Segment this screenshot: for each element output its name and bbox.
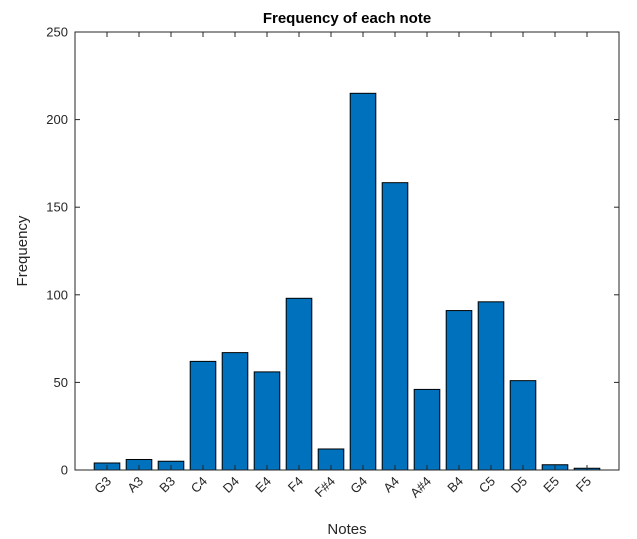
- bar-b4: [445, 310, 473, 471]
- y-tick-label: 250: [46, 25, 68, 40]
- x-tick-label: F4: [285, 474, 306, 495]
- bar-d4: [221, 352, 249, 471]
- x-tick-label: E4: [252, 474, 274, 496]
- x-tick-label: G4: [347, 474, 370, 497]
- x-tick-label: A3: [124, 474, 146, 496]
- x-tick-label: D5: [508, 474, 530, 496]
- chart-title: Frequency of each note: [263, 10, 431, 27]
- x-tick-label: F5: [573, 474, 594, 495]
- y-tick-label: 100: [46, 287, 68, 302]
- bar-a4: [381, 182, 409, 471]
- bar-c4: [189, 360, 217, 471]
- x-tick-label: G3: [91, 474, 114, 497]
- x-axis-label: Notes: [327, 521, 366, 538]
- bar-g4: [349, 92, 377, 471]
- axes-box: [74, 31, 620, 471]
- x-tick-label: A4: [380, 474, 402, 496]
- x-tick-label: B4: [444, 474, 466, 496]
- y-tick-label: 200: [46, 112, 68, 127]
- x-tick-label: F#4: [312, 474, 338, 500]
- bar-e4: [253, 371, 281, 471]
- bar-f4: [285, 297, 313, 471]
- bar-asharp4: [413, 388, 441, 471]
- x-tick-label: A#4: [407, 474, 434, 501]
- x-tick-label: E5: [540, 474, 562, 496]
- x-axis-ticks: G3 A3 B3 C4 D4 E4 F4 F#4 G4 A4 A#4 B4 C5 D5 E5 F5: [91, 32, 594, 500]
- bars-group: [93, 92, 601, 471]
- x-tick-label: C4: [188, 474, 210, 496]
- x-tick-label: B3: [156, 474, 178, 496]
- y-axis-label: Frequency: [14, 215, 31, 286]
- x-tick-label: C5: [476, 474, 498, 496]
- x-tick-label: D4: [220, 474, 242, 496]
- y-axis-ticks: 0 50 100 150 200 250: [46, 25, 619, 478]
- y-tick-label: 50: [54, 375, 68, 390]
- y-tick-label: 0: [61, 463, 68, 478]
- y-tick-label: 150: [46, 200, 68, 215]
- bar-d5: [509, 380, 537, 471]
- bar-c5: [477, 301, 505, 471]
